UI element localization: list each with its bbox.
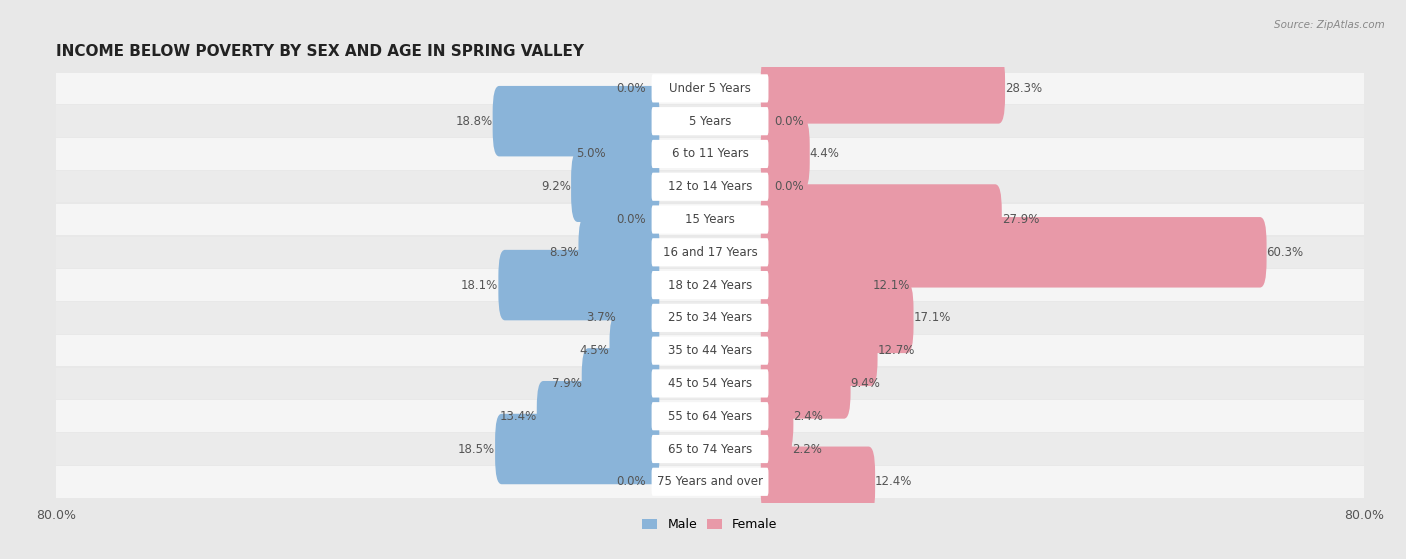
- Text: 18.8%: 18.8%: [456, 115, 492, 127]
- Text: INCOME BELOW POVERTY BY SEX AND AGE IN SPRING VALLEY: INCOME BELOW POVERTY BY SEX AND AGE IN S…: [56, 44, 585, 59]
- Text: 18.5%: 18.5%: [458, 443, 495, 456]
- Text: 0.0%: 0.0%: [773, 180, 803, 193]
- FancyBboxPatch shape: [761, 414, 792, 484]
- FancyBboxPatch shape: [761, 381, 793, 452]
- FancyBboxPatch shape: [498, 250, 659, 320]
- FancyBboxPatch shape: [578, 217, 659, 287]
- FancyBboxPatch shape: [761, 315, 877, 386]
- Text: 12.4%: 12.4%: [875, 475, 912, 489]
- FancyBboxPatch shape: [492, 86, 659, 157]
- Text: 5.0%: 5.0%: [576, 148, 606, 160]
- FancyBboxPatch shape: [48, 171, 1372, 202]
- Text: 16 and 17 Years: 16 and 17 Years: [662, 246, 758, 259]
- FancyBboxPatch shape: [761, 184, 1002, 255]
- Text: 18 to 24 Years: 18 to 24 Years: [668, 278, 752, 292]
- FancyBboxPatch shape: [651, 205, 769, 234]
- Text: 75 Years and over: 75 Years and over: [657, 475, 763, 489]
- Text: 12 to 14 Years: 12 to 14 Years: [668, 180, 752, 193]
- FancyBboxPatch shape: [761, 447, 875, 517]
- Text: 0.0%: 0.0%: [617, 475, 647, 489]
- FancyBboxPatch shape: [651, 435, 769, 463]
- FancyBboxPatch shape: [48, 302, 1372, 334]
- Text: 18.1%: 18.1%: [461, 278, 498, 292]
- FancyBboxPatch shape: [651, 402, 769, 430]
- Text: 55 to 64 Years: 55 to 64 Years: [668, 410, 752, 423]
- Text: Source: ZipAtlas.com: Source: ZipAtlas.com: [1274, 20, 1385, 30]
- FancyBboxPatch shape: [48, 106, 1372, 137]
- FancyBboxPatch shape: [495, 414, 659, 484]
- FancyBboxPatch shape: [610, 315, 659, 386]
- Text: Under 5 Years: Under 5 Years: [669, 82, 751, 95]
- FancyBboxPatch shape: [761, 250, 873, 320]
- Legend: Male, Female: Male, Female: [637, 513, 783, 536]
- FancyBboxPatch shape: [48, 236, 1372, 268]
- Text: 9.4%: 9.4%: [851, 377, 880, 390]
- Text: 15 Years: 15 Years: [685, 213, 735, 226]
- Text: 2.2%: 2.2%: [792, 443, 821, 456]
- FancyBboxPatch shape: [651, 304, 769, 332]
- FancyBboxPatch shape: [48, 335, 1372, 366]
- Text: 4.4%: 4.4%: [810, 148, 839, 160]
- Text: 13.4%: 13.4%: [499, 410, 537, 423]
- FancyBboxPatch shape: [761, 348, 851, 419]
- Text: 9.2%: 9.2%: [541, 180, 571, 193]
- Text: 0.0%: 0.0%: [773, 115, 803, 127]
- Text: 12.7%: 12.7%: [877, 344, 915, 357]
- Text: 27.9%: 27.9%: [1002, 213, 1039, 226]
- FancyBboxPatch shape: [582, 348, 659, 419]
- FancyBboxPatch shape: [651, 271, 769, 299]
- Text: 17.1%: 17.1%: [914, 311, 950, 324]
- FancyBboxPatch shape: [651, 238, 769, 267]
- FancyBboxPatch shape: [616, 283, 659, 353]
- FancyBboxPatch shape: [761, 119, 810, 189]
- Text: 35 to 44 Years: 35 to 44 Years: [668, 344, 752, 357]
- FancyBboxPatch shape: [48, 138, 1372, 170]
- Text: 4.5%: 4.5%: [579, 344, 610, 357]
- FancyBboxPatch shape: [48, 400, 1372, 432]
- FancyBboxPatch shape: [606, 119, 659, 189]
- FancyBboxPatch shape: [651, 369, 769, 397]
- Text: 45 to 54 Years: 45 to 54 Years: [668, 377, 752, 390]
- Text: 12.1%: 12.1%: [873, 278, 910, 292]
- FancyBboxPatch shape: [48, 433, 1372, 465]
- FancyBboxPatch shape: [761, 283, 914, 353]
- FancyBboxPatch shape: [651, 107, 769, 135]
- Text: 3.7%: 3.7%: [586, 311, 616, 324]
- FancyBboxPatch shape: [651, 140, 769, 168]
- FancyBboxPatch shape: [48, 466, 1372, 498]
- FancyBboxPatch shape: [761, 217, 1267, 287]
- FancyBboxPatch shape: [48, 204, 1372, 235]
- FancyBboxPatch shape: [537, 381, 659, 452]
- FancyBboxPatch shape: [651, 74, 769, 102]
- Text: 6 to 11 Years: 6 to 11 Years: [672, 148, 748, 160]
- FancyBboxPatch shape: [651, 468, 769, 496]
- FancyBboxPatch shape: [48, 269, 1372, 301]
- FancyBboxPatch shape: [651, 337, 769, 365]
- Text: 0.0%: 0.0%: [617, 82, 647, 95]
- Text: 28.3%: 28.3%: [1005, 82, 1042, 95]
- FancyBboxPatch shape: [48, 73, 1372, 104]
- Text: 0.0%: 0.0%: [617, 213, 647, 226]
- FancyBboxPatch shape: [571, 151, 659, 222]
- Text: 65 to 74 Years: 65 to 74 Years: [668, 443, 752, 456]
- Text: 60.3%: 60.3%: [1267, 246, 1303, 259]
- FancyBboxPatch shape: [651, 173, 769, 201]
- Text: 5 Years: 5 Years: [689, 115, 731, 127]
- Text: 2.4%: 2.4%: [793, 410, 824, 423]
- Text: 8.3%: 8.3%: [548, 246, 578, 259]
- Text: 25 to 34 Years: 25 to 34 Years: [668, 311, 752, 324]
- FancyBboxPatch shape: [761, 53, 1005, 124]
- Text: 7.9%: 7.9%: [551, 377, 582, 390]
- FancyBboxPatch shape: [48, 368, 1372, 399]
